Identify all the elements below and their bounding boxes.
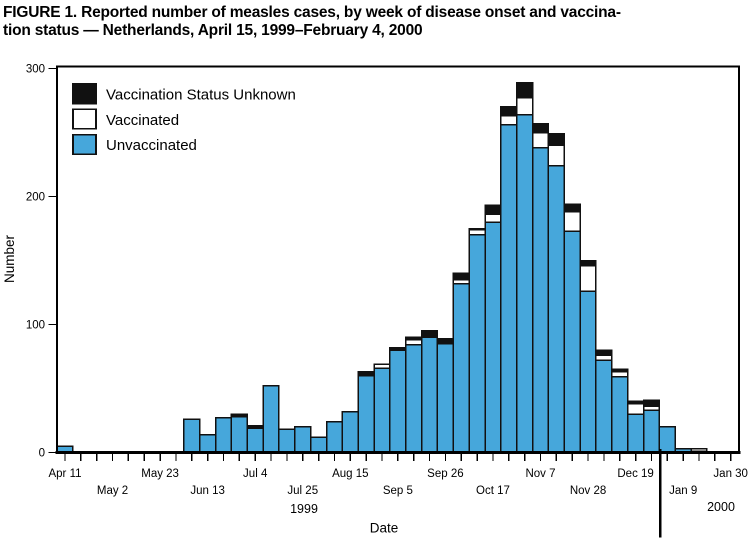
bar-week-Nov28-unvaccinated <box>579 290 597 454</box>
bar-week-Jul11-unvaccinated <box>262 385 280 454</box>
bar-week-Jun13-unvaccinated <box>198 433 217 454</box>
year-label-1999: 1999 <box>290 502 318 516</box>
bar-week-Oct10-unvaccinated <box>468 234 486 454</box>
bar-week-Aug22-unknown <box>357 371 375 377</box>
x-axis-title: Date <box>370 521 399 536</box>
bar-week-Jun6-unvaccinated <box>183 418 201 454</box>
x-tick-label-Jul4: Jul 4 <box>243 468 268 480</box>
bar-week-Dec26-unvaccinated <box>642 409 661 454</box>
legend-swatch-vaccination-status-unknown <box>72 83 97 105</box>
bar-week-Dec5-unvaccinated <box>595 359 613 454</box>
y-tick-label-300: 300 <box>26 64 45 76</box>
bar-week-Nov21-vaccinated <box>563 211 581 232</box>
bar-week-Oct31-unknown <box>515 81 534 99</box>
y-tick-label-100: 100 <box>26 320 45 332</box>
bar-week-Sep26-unvaccinated <box>436 342 455 454</box>
x-tick-label-Nov7: Nov 7 <box>525 468 555 480</box>
x-tick-label-Jun13: Jun 13 <box>190 485 225 497</box>
bar-week-Nov21-unvaccinated <box>563 230 581 454</box>
bar-week-Oct17-unknown <box>484 204 502 216</box>
legend-swatch-unvaccinated <box>72 133 97 155</box>
bar-week-Nov14-unvaccinated <box>547 165 566 454</box>
bar-week-Dec12-unknown <box>611 368 629 373</box>
legend-label-vaccination-status-unknown: Vaccination Status Unknown <box>106 87 296 104</box>
bar-week-Oct24-vaccinated <box>500 115 518 126</box>
bar-week-Oct17-unvaccinated <box>484 221 502 454</box>
bar-week-Oct17-vaccinated <box>484 213 502 223</box>
y-tick-label-0: 0 <box>39 448 45 460</box>
bar-week-Jul4-unvaccinated <box>246 427 264 454</box>
bar-week-Nov14-vaccinated <box>547 144 566 167</box>
bar-week-Sep12-vaccinated <box>405 339 423 346</box>
bar-week-Oct31-vaccinated <box>515 97 534 116</box>
bar-week-Aug8-unvaccinated <box>325 421 344 454</box>
x-tick-label-Nov28: Nov 28 <box>570 485 606 497</box>
bar-week-Nov7-unvaccinated <box>531 147 550 454</box>
bar-week-Dec12-vaccinated <box>611 371 629 378</box>
bar-week-Nov28-unknown <box>579 259 597 267</box>
bar-week-Oct24-unknown <box>500 106 518 117</box>
legend-label-vaccinated: Vaccinated <box>106 112 179 129</box>
x-tick-label-Jul25: Jul 25 <box>287 485 318 497</box>
bar-week-Oct3-unvaccinated <box>452 282 470 454</box>
bar-week-Nov14-unknown <box>547 133 566 147</box>
x-tick-label-Sep26: Sep 26 <box>427 468 463 480</box>
bar-week-Aug22-unvaccinated <box>357 374 375 454</box>
y-tick-label-200: 200 <box>26 192 45 204</box>
bar-week-Jun27-unvaccinated <box>230 415 249 454</box>
bar-week-Oct3-unknown <box>452 272 470 281</box>
bar-week-Sep12-unvaccinated <box>405 344 423 454</box>
x-tick-label-Sep5: Sep 5 <box>383 485 413 497</box>
bar-week-Jul18-unvaccinated <box>278 428 296 454</box>
bar-week-Nov7-vaccinated <box>531 131 550 149</box>
bar-week-Oct24-unvaccinated <box>500 124 518 454</box>
x-tick-label-Jan30: Jan 30 <box>713 468 748 480</box>
x-tick-label-Dec19: Dec 19 <box>617 468 653 480</box>
bar-week-Nov28-vaccinated <box>579 264 597 292</box>
bar-week-Dec5-unknown <box>595 349 613 356</box>
bar-week-Jul4-unknown <box>246 424 264 429</box>
y-axis-title: Number <box>2 234 17 283</box>
bar-week-Sep19-unknown <box>420 330 439 339</box>
bar-week-Sep5-unknown <box>389 346 407 351</box>
figure-title-line1: FIGURE 1. Reported number of measles cas… <box>3 4 621 21</box>
bar-week-Dec19-unknown <box>626 400 645 405</box>
bar-week-Dec19-unvaccinated <box>626 413 645 454</box>
bar-week-Dec19-vaccinated <box>626 403 645 415</box>
legend-label-unvaccinated: Unvaccinated <box>106 137 197 154</box>
bar-week-Sep19-unvaccinated <box>420 336 439 454</box>
bar-week-Jan16-vaccinated <box>690 447 708 452</box>
x-tick-label-Oct17: Oct 17 <box>476 485 510 497</box>
year-label-2000: 2000 <box>707 500 735 514</box>
figure-title-line2: tion status — Netherlands, April 15, 199… <box>3 22 423 39</box>
bar-week-Aug1-unvaccinated <box>309 436 328 454</box>
bar-week-Oct31-unvaccinated <box>515 113 534 454</box>
bar-week-Sep26-unknown <box>436 337 455 345</box>
x-tick-label-Aug15: Aug 15 <box>332 468 368 480</box>
bar-week-Jul25-unvaccinated <box>294 426 312 454</box>
bar-week-Dec12-unvaccinated <box>611 376 629 454</box>
bar-week-Oct10-unknown <box>468 227 486 231</box>
bar-week-Jun27-unknown <box>230 413 249 418</box>
x-tick-label-May2: May 2 <box>97 485 128 497</box>
bar-week-Aug29-unvaccinated <box>373 367 391 454</box>
bar-week-Dec5-vaccinated <box>595 354 613 362</box>
x-tick-label-May23: May 23 <box>141 468 179 480</box>
bar-week-Nov7-unknown <box>531 122 550 134</box>
figure-title: FIGURE 1. Reported number of measles cas… <box>3 4 749 40</box>
legend-swatch-vaccinated <box>72 108 97 130</box>
bar-week-Sep12-unknown <box>405 336 423 341</box>
bar-week-Nov21-unknown <box>563 203 581 213</box>
bar-week-Dec26-unknown <box>642 399 661 408</box>
bar-week-Sep5-unvaccinated <box>389 349 407 454</box>
bar-week-Jan2-unvaccinated <box>658 426 676 454</box>
bar-week-Aug29-vaccinated <box>373 363 391 369</box>
bar-week-Aug15-unvaccinated <box>341 410 359 454</box>
x-tick-label-Jan9: Jan 9 <box>669 485 697 497</box>
bar-week-Oct10-vaccinated <box>468 229 486 236</box>
x-tick-label-Apr11: Apr 11 <box>48 468 81 480</box>
bar-week-Jun20-unvaccinated <box>214 417 233 454</box>
